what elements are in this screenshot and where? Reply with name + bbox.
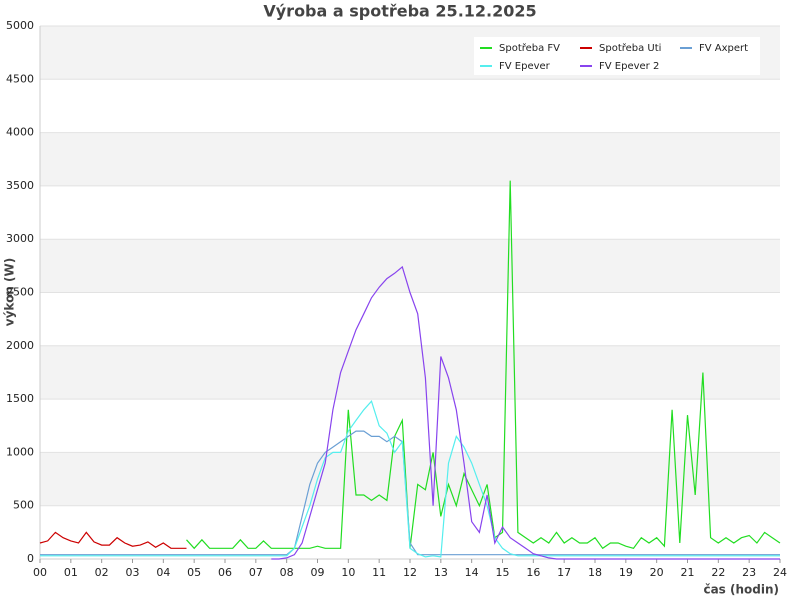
series-line bbox=[40, 400, 780, 558]
y-tick-label: 1000 bbox=[6, 445, 34, 458]
y-axis-label: výkon (W) bbox=[3, 258, 17, 326]
x-tick-label: 04 bbox=[156, 566, 170, 579]
x-tick-label: 08 bbox=[280, 566, 294, 579]
x-tick-label: 24 bbox=[773, 566, 787, 579]
x-tick-label: 01 bbox=[64, 566, 78, 579]
y-tick-label: 1500 bbox=[6, 392, 34, 405]
x-tick-label: 15 bbox=[496, 566, 510, 579]
legend-label: Spotřeba FV bbox=[499, 42, 560, 54]
x-tick-label: 03 bbox=[126, 566, 140, 579]
legend-box bbox=[474, 37, 760, 75]
x-tick-label: 00 bbox=[33, 566, 47, 579]
x-tick-label: 13 bbox=[434, 566, 448, 579]
y-tick-label: 500 bbox=[13, 499, 34, 512]
x-tick-label: 07 bbox=[249, 566, 263, 579]
x-tick-label: 12 bbox=[403, 566, 417, 579]
legend: Spotřeba FV Spotřeba Uti FV Axpert FV Epeve… bbox=[474, 37, 760, 75]
legend-label: Spotřeba Uti bbox=[599, 42, 661, 54]
x-tick-label: 06 bbox=[218, 566, 232, 579]
x-tick-label: 05 bbox=[187, 566, 201, 579]
x-tick-label: 11 bbox=[372, 566, 386, 579]
x-tick-label: 21 bbox=[681, 566, 695, 579]
grid-band bbox=[40, 239, 780, 293]
legend-label: FV Axpert bbox=[699, 43, 748, 54]
x-tick-label: 17 bbox=[557, 566, 571, 579]
x-tick-label: 09 bbox=[311, 566, 325, 579]
y-tick-label: 3000 bbox=[6, 232, 34, 245]
x-axis-label: čas (hodin) bbox=[703, 583, 779, 597]
y-tick-label: 2500 bbox=[6, 286, 34, 299]
y-tick-label: 3500 bbox=[6, 179, 34, 192]
x-tick-label: 18 bbox=[588, 566, 602, 579]
legend-label: FV Epever 2 bbox=[599, 61, 659, 72]
x-tick-label: 14 bbox=[465, 566, 479, 579]
x-tick-label: 19 bbox=[619, 566, 633, 579]
series-line bbox=[271, 265, 780, 560]
x-tick-label: 10 bbox=[341, 566, 355, 579]
y-tick-label: 4000 bbox=[6, 126, 34, 139]
y-tick-label: 2000 bbox=[6, 339, 34, 352]
y-tick-label: 4500 bbox=[6, 72, 34, 85]
y-tick-label: 0 bbox=[27, 552, 34, 565]
x-tick-label: 20 bbox=[650, 566, 664, 579]
chart-title: Výroba a spotřeba 25.12.2025 bbox=[263, 2, 536, 21]
y-tick-label: 5000 bbox=[6, 19, 34, 32]
x-tick-label: 16 bbox=[526, 566, 540, 579]
grid-band bbox=[40, 452, 780, 506]
series-line bbox=[39, 531, 187, 549]
grid-band bbox=[40, 132, 780, 186]
grid-band bbox=[40, 345, 780, 400]
legend-label: FV Epever bbox=[499, 61, 551, 72]
x-tick-label: 02 bbox=[95, 566, 109, 579]
x-tick-label: 22 bbox=[711, 566, 725, 579]
x-tick-label: 23 bbox=[742, 566, 756, 579]
